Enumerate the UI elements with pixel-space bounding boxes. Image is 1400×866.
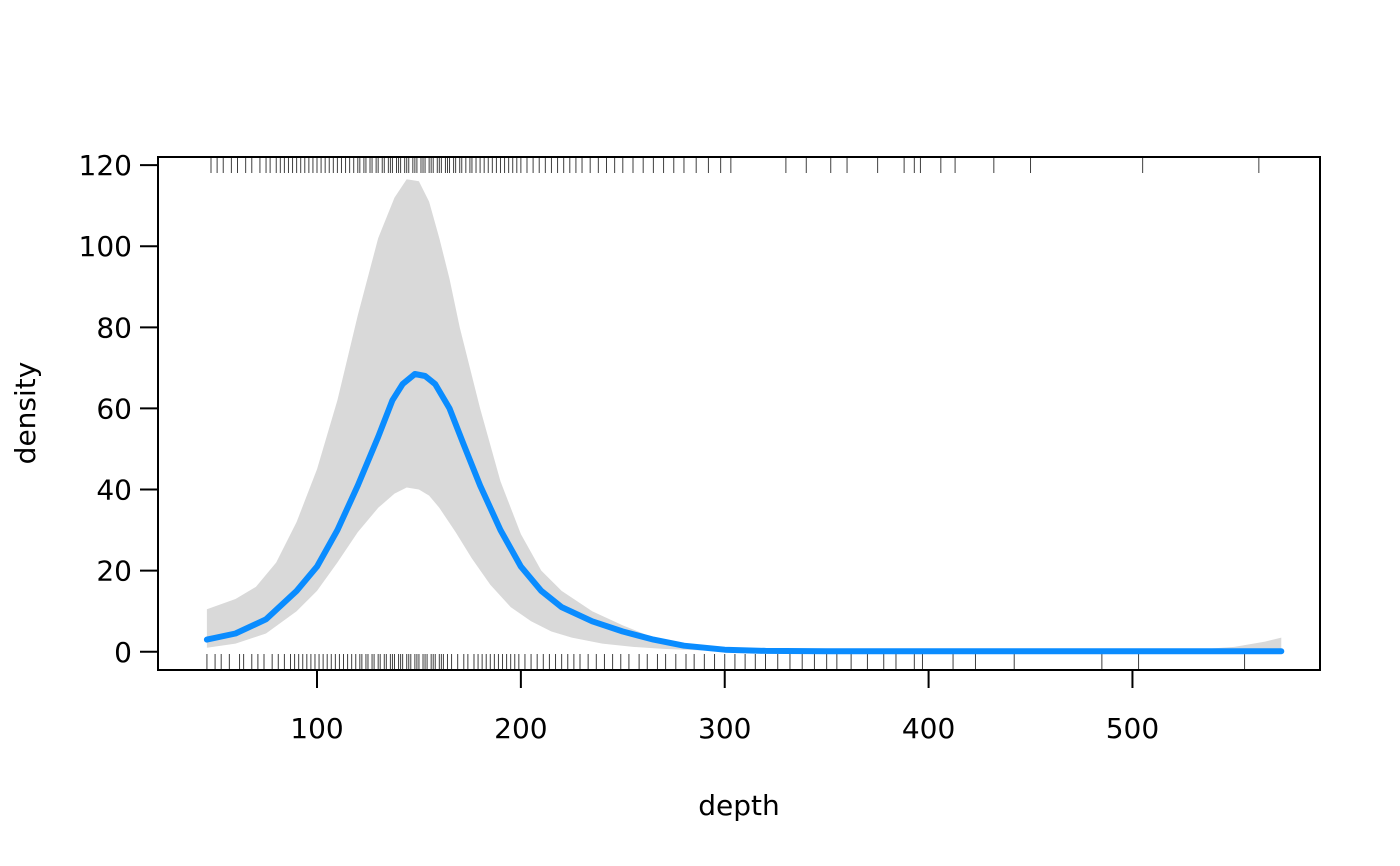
x-tick-label: 100 bbox=[290, 712, 343, 745]
y-axis-label: density bbox=[9, 362, 42, 465]
rug-bottom bbox=[206, 654, 1246, 670]
x-axis-label: depth bbox=[698, 789, 780, 822]
y-tick-label: 20 bbox=[96, 555, 132, 588]
confidence-band bbox=[206, 179, 1282, 652]
y-tick-label: 120 bbox=[79, 149, 132, 182]
x-tick-label: 400 bbox=[902, 712, 955, 745]
y-tick-label: 60 bbox=[96, 392, 132, 425]
y-tick-label: 40 bbox=[96, 474, 132, 507]
rug-top bbox=[210, 157, 1260, 173]
plot-frame bbox=[157, 156, 1321, 671]
y-tick-label: 80 bbox=[96, 311, 132, 344]
density-line bbox=[203, 371, 1285, 655]
y-tick-label: 100 bbox=[79, 230, 132, 263]
y-tick-label: 0 bbox=[114, 636, 132, 669]
x-tick-label: 200 bbox=[494, 712, 547, 745]
x-tick-label: 500 bbox=[1106, 712, 1159, 745]
x-axis: 100 200 300 400 500 bbox=[290, 670, 1159, 745]
x-tick-label: 300 bbox=[698, 712, 751, 745]
y-axis: 0 20 40 60 80 100 120 bbox=[79, 149, 158, 669]
